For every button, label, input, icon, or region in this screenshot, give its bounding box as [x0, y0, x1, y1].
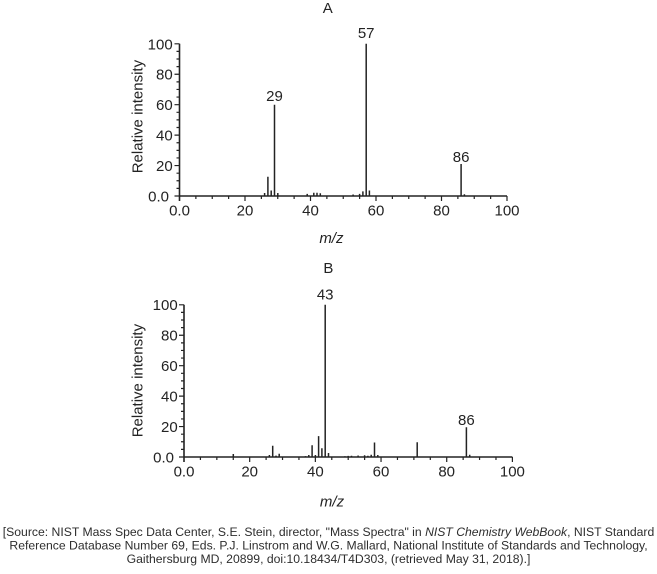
- svg-text:40: 40: [156, 128, 173, 145]
- svg-text:60: 60: [156, 97, 173, 114]
- svg-text:0.0: 0.0: [153, 449, 174, 466]
- svg-text:0.0: 0.0: [148, 188, 169, 205]
- svg-text:A: A: [323, 0, 333, 17]
- svg-text:29: 29: [266, 88, 283, 105]
- svg-text:60: 60: [161, 358, 178, 375]
- svg-text:40: 40: [307, 464, 324, 481]
- svg-text:Relative intensity: Relative intensity: [130, 323, 147, 437]
- svg-text:80: 80: [156, 67, 173, 84]
- svg-text:Reference Database Number 69,: Reference Database Number 69, Eds. P.J. …: [9, 538, 647, 552]
- svg-text:43: 43: [317, 286, 334, 303]
- svg-text:100: 100: [153, 297, 178, 314]
- svg-text:Gaithersburg MD, 20899, doi:10: Gaithersburg MD, 20899, doi:10.18434/T4D…: [127, 552, 531, 566]
- svg-text:B: B: [323, 260, 333, 277]
- svg-text:100: 100: [500, 464, 525, 481]
- svg-text:40: 40: [302, 203, 319, 220]
- svg-text:20: 20: [241, 464, 258, 481]
- svg-text:0.0: 0.0: [169, 203, 190, 220]
- svg-text:m/z: m/z: [320, 494, 345, 511]
- svg-text:57: 57: [358, 25, 375, 42]
- svg-text:86: 86: [458, 412, 475, 429]
- svg-text:20: 20: [237, 203, 254, 220]
- svg-text:100: 100: [148, 36, 173, 53]
- svg-text:60: 60: [368, 203, 385, 220]
- svg-text:80: 80: [161, 328, 178, 345]
- svg-text:m/z: m/z: [319, 230, 344, 247]
- svg-text:0.0: 0.0: [174, 464, 195, 481]
- svg-text:Relative intensity: Relative intensity: [130, 59, 147, 173]
- svg-text:60: 60: [373, 464, 390, 481]
- svg-text:40: 40: [161, 389, 178, 406]
- svg-text:[Source: NIST Mass Spec Data C: [Source: NIST Mass Spec Data Center, S.E…: [3, 525, 655, 539]
- svg-text:86: 86: [453, 149, 470, 166]
- svg-text:80: 80: [433, 203, 450, 220]
- svg-text:80: 80: [438, 464, 455, 481]
- svg-text:20: 20: [161, 419, 178, 436]
- svg-text:20: 20: [156, 158, 173, 175]
- svg-text:100: 100: [494, 203, 519, 220]
